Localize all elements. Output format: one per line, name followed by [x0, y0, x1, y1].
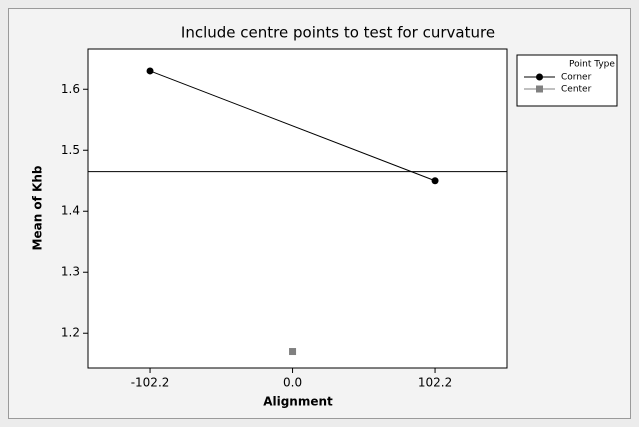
y-tick-label: 1.2 [61, 326, 80, 340]
x-tick-label: 0.0 [283, 376, 302, 390]
x-tick-label: -102.2 [131, 376, 170, 390]
marker [536, 85, 543, 93]
marker [431, 177, 439, 185]
legend-label: Corner [561, 73, 592, 83]
marker [146, 67, 154, 75]
marker [536, 73, 543, 81]
y-tick-label: 1.4 [61, 204, 80, 218]
x-tick-label: 102.2 [418, 376, 452, 390]
legend-box [516, 54, 618, 107]
chart-title: Include centre points to test for curvat… [181, 24, 495, 42]
y-tick-label: 1.5 [61, 143, 80, 157]
y-tick-label: 1.3 [61, 265, 80, 279]
y-tick-label: 1.6 [61, 82, 80, 96]
y-axis-label: Mean of Khb [31, 165, 45, 250]
legend-label: Center [561, 85, 592, 95]
x-axis-label: Alignment [263, 395, 333, 409]
series-line [149, 70, 436, 182]
marker [289, 348, 297, 356]
legend: Point Type Corner Center [516, 54, 618, 107]
plot-area [87, 48, 508, 369]
legend-title: Point Type [569, 60, 615, 70]
